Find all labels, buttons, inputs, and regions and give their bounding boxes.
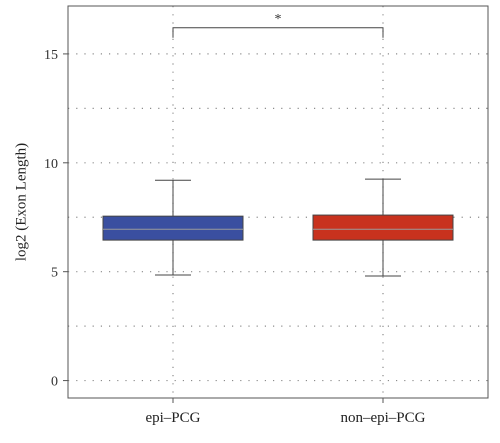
grid bbox=[68, 6, 488, 398]
x-tick-label: non–epi–PCG bbox=[340, 410, 425, 426]
x-tick-label: epi–PCG bbox=[145, 410, 200, 426]
significance-bracket bbox=[172, 27, 384, 38]
box-body bbox=[312, 214, 454, 241]
y-tick-label: 0 bbox=[51, 375, 58, 390]
plot-frame bbox=[67, 5, 489, 399]
boxes: * bbox=[102, 12, 454, 277]
y-tick-label: 15 bbox=[44, 48, 58, 63]
y-axis-title: log2 (Exon Length) bbox=[13, 143, 29, 261]
box-epi-pcg bbox=[102, 179, 244, 276]
y-tick-label: 10 bbox=[44, 157, 58, 172]
box-body bbox=[102, 215, 244, 241]
y-tick-label: 5 bbox=[51, 266, 58, 281]
box-non-epi-pcg bbox=[312, 178, 454, 277]
axes: 0 5 10 15 epi–PCG non–epi–PCG bbox=[44, 48, 426, 426]
significance-label: * bbox=[275, 12, 282, 27]
